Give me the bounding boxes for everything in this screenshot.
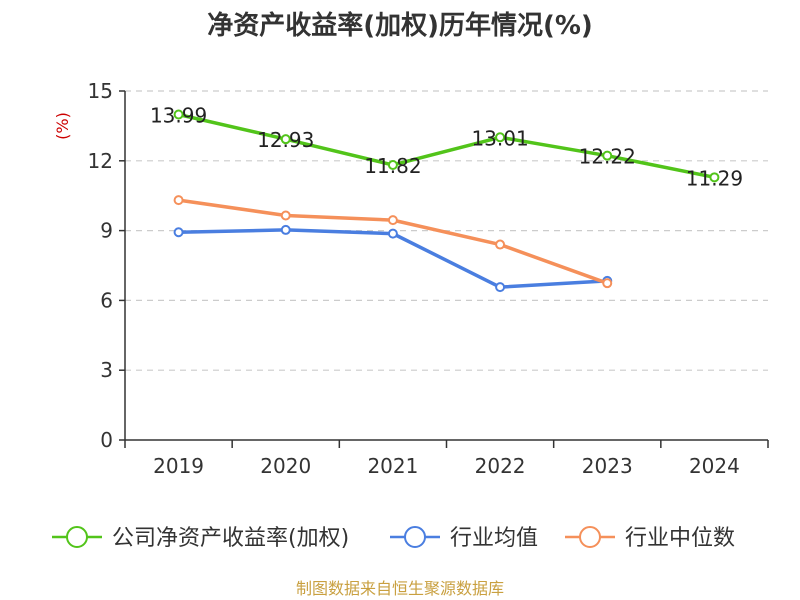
chart-title: 净资产收益率(加权)历年情况(%) — [207, 10, 593, 41]
legend-marker-icon — [579, 526, 601, 548]
data-point — [173, 195, 184, 206]
y-tick-label: 3 — [100, 358, 113, 382]
legend-label: 公司净资产收益率(加权) — [112, 526, 349, 551]
y-tick-label: 0 — [100, 428, 113, 452]
legend-label: 行业均值 — [450, 526, 538, 551]
data-point — [387, 159, 398, 170]
y-tick-label: 9 — [100, 219, 113, 243]
data-point — [280, 134, 291, 145]
y-tick-label: 12 — [88, 149, 113, 173]
data-label: 12.93 — [257, 128, 314, 152]
series-group — [173, 109, 720, 183]
series-line — [176, 198, 609, 285]
data-point — [709, 172, 720, 183]
legend-item: 行业均值 — [390, 526, 538, 551]
x-tick-label: 2024 — [689, 454, 740, 478]
legend-item: 行业中位数 — [565, 526, 735, 551]
data-point — [387, 215, 398, 226]
legend-label: 行业中位数 — [625, 526, 735, 551]
series-group — [173, 224, 613, 293]
data-point — [173, 227, 184, 238]
x-tick-label: 2023 — [582, 454, 633, 478]
x-tick-label: 2022 — [475, 454, 526, 478]
data-point — [387, 228, 398, 239]
legend: 公司净资产收益率(加权) 行业均值 行业中位数 — [52, 526, 735, 551]
data-label: 12.22 — [579, 145, 636, 169]
legend-item: 公司净资产收益率(加权) — [52, 526, 349, 551]
x-tick-label: 2019 — [153, 454, 204, 478]
data-label: 11.82 — [364, 154, 421, 178]
legend-marker-icon — [66, 526, 88, 548]
x-tick-label: 2020 — [260, 454, 311, 478]
data-point — [280, 224, 291, 235]
data-point — [495, 132, 506, 143]
data-label: 13.01 — [471, 126, 528, 150]
data-point — [602, 278, 613, 289]
data-point — [495, 239, 506, 250]
source-note: 制图数据来自恒生聚源数据库 — [296, 579, 504, 598]
series-line — [176, 112, 717, 180]
data-point — [173, 109, 184, 120]
y-tick-label: 6 — [100, 288, 113, 312]
legend-marker-icon — [404, 526, 426, 548]
x-tick-label: 2021 — [367, 454, 418, 478]
y-tick-label: 15 — [88, 79, 113, 103]
data-point — [280, 210, 291, 221]
y-axis-unit-label: (%) — [53, 112, 72, 140]
series-group — [173, 195, 613, 289]
data-label: 13.99 — [150, 103, 207, 127]
data-point — [495, 282, 506, 293]
axes: 0 3 6 9 12 15 2019 2020 2021 2022 2023 2024 — [88, 79, 769, 478]
series-lines — [173, 109, 720, 293]
data-point — [602, 150, 613, 161]
data-labels: 13.99 12.93 11.82 13.01 12.22 11.29 — [150, 103, 743, 190]
data-label: 11.29 — [686, 166, 743, 190]
